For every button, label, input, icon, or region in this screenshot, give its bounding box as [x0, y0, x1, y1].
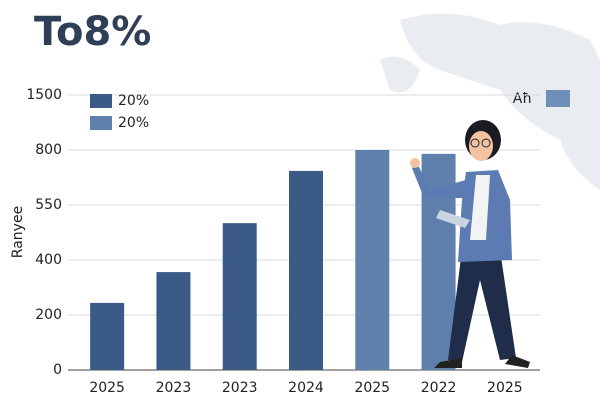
y-axis-label: Ranyee — [10, 206, 26, 258]
x-tick-label: 2025 — [354, 380, 390, 396]
x-tick-label: 2022 — [421, 380, 457, 396]
x-tick-label: 2025 — [487, 380, 523, 396]
y-tick-label: 550 — [35, 197, 62, 213]
y-tick-label: 800 — [35, 142, 62, 158]
legend-label: 20% — [118, 93, 149, 109]
y-tick-label: 200 — [35, 307, 62, 323]
legend-swatch — [90, 94, 112, 108]
x-tick-label: 2024 — [288, 380, 324, 396]
person-illustration — [410, 120, 530, 368]
bar — [156, 272, 191, 370]
x-tick-label: 2023 — [222, 380, 258, 396]
legend-label: 20% — [118, 115, 149, 131]
chart-title: To8% — [34, 9, 151, 55]
world-map — [380, 13, 600, 191]
annotation: Aħ — [513, 91, 532, 107]
y-tick-label: 1500 — [26, 87, 62, 103]
y-tick-label: 400 — [35, 252, 62, 268]
x-tick-label: 2023 — [156, 380, 192, 396]
legend-swatch — [90, 116, 112, 130]
bar — [90, 302, 125, 370]
annotation-swatch — [546, 90, 570, 107]
bar — [289, 170, 323, 370]
bar — [222, 223, 257, 370]
plot: 0 200 400 550 800 1500 2025 2023 2023 2024 2025 202… — [26, 87, 540, 396]
bar — [355, 150, 390, 370]
x-tick-label: 2025 — [89, 380, 125, 396]
y-tick-label: 0 — [53, 362, 62, 378]
